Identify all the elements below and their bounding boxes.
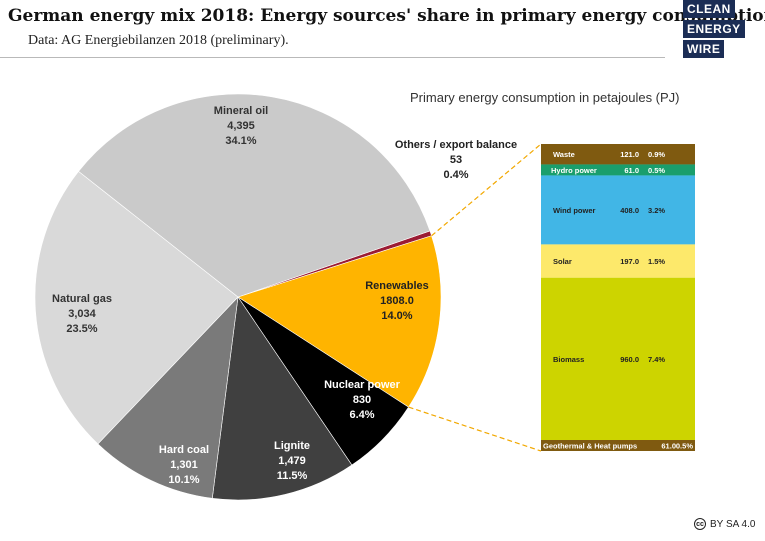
chart-title: German energy mix 2018: Energy sources' … — [8, 6, 765, 26]
chart-caption: Primary energy consumption in petajoules… — [410, 90, 680, 105]
bar-segment-biomass — [541, 277, 695, 440]
bar-segment-hydro-power — [541, 164, 695, 176]
bar-label-geothermal-heat-pumps-value: 61.0 — [661, 442, 676, 451]
logo-line-energy: ENERGY — [683, 20, 745, 38]
bar-label-wind-power-name: Wind power — [553, 206, 596, 215]
pie-label-natural-gas-percent: 23.5% — [66, 323, 97, 335]
bar-label-geothermal-heat-pumps-name: Geothermal & Heat pumps — [543, 442, 637, 451]
bar-label-geothermal-heat-pumps-percent: 0.5% — [676, 442, 693, 451]
bar-label-waste-percent: 0.9% — [648, 150, 665, 159]
pie-label-lignite-value: 1,479 — [278, 455, 306, 467]
bar-label-wind-power-value: 408.0 — [620, 206, 639, 215]
bar-label-solar-value: 197.0 — [620, 257, 639, 266]
bar-label-hydro-power-percent: 0.5% — [648, 166, 665, 175]
data-source: Data: AG Energiebilanzen 2018 (prelimina… — [28, 33, 289, 48]
pie-label-mineral-oil-percent: 34.1% — [225, 135, 256, 147]
bar-label-biomass-percent: 7.4% — [648, 355, 665, 364]
pie-label-renewables-name: Renewables — [365, 280, 429, 292]
bar-label-waste-name: Waste — [553, 150, 575, 159]
pie-label-mineral-oil-value: 4,395 — [227, 120, 255, 132]
pie-label-lignite-name: Lignite — [274, 440, 310, 452]
pie-label-others-export-balance-value: 53 — [450, 154, 462, 166]
pie-slice-lignite — [211, 296, 353, 501]
pie-label-renewables-percent: 14.0% — [381, 310, 412, 322]
pie-label-hard-coal-value: 1,301 — [170, 459, 198, 471]
bar-segment-solar — [541, 244, 695, 278]
bar-label-biomass-name: Biomass — [553, 355, 584, 364]
pie-slice-renewables — [237, 235, 442, 408]
connector-line-top — [431, 143, 542, 237]
bar-label-wind-power-percent: 3.2% — [648, 206, 665, 215]
bar-label-hydro-power-name: Hydro power — [551, 166, 597, 175]
header-divider — [0, 57, 665, 58]
license: cc BY SA 4.0 — [694, 518, 755, 530]
bar-segment-waste — [541, 144, 695, 165]
connector-line-bottom — [408, 406, 542, 452]
bar-label-solar-name: Solar — [553, 257, 572, 266]
pie-label-others-export-balance-name: Others / export balance — [395, 139, 517, 151]
clean-energy-wire-logo[interactable]: CLEAN ENERGY WIRE — [683, 0, 745, 60]
pie-label-natural-gas-name: Natural gas — [52, 293, 112, 305]
pie-slice-hard-coal — [97, 296, 239, 499]
pie-label-mineral-oil-name: Mineral oil — [214, 105, 268, 117]
pie-label-nuclear-power-name: Nuclear power — [324, 379, 401, 391]
pie-label-others-export-balance-percent: 0.4% — [443, 169, 468, 181]
pie-label-hard-coal-name: Hard coal — [159, 444, 209, 456]
pie-label-hard-coal-percent: 10.1% — [168, 474, 199, 486]
bar-label-biomass-value: 960.0 — [620, 355, 639, 364]
pie-label-lignite-percent: 11.5% — [277, 470, 308, 482]
pie-label-natural-gas-value: 3,034 — [68, 308, 96, 320]
pie-label-nuclear-power-value: 830 — [353, 394, 371, 406]
bar-label-solar-percent: 1.5% — [648, 257, 665, 266]
logo-line-wire: WIRE — [683, 40, 725, 58]
bar-label-hydro-power-value: 61.0 — [624, 166, 639, 175]
pie-label-nuclear-power-percent: 6.4% — [349, 409, 374, 421]
pie-slice-natural-gas — [34, 170, 239, 445]
logo-line-clean: CLEAN — [683, 0, 735, 18]
bar-segment-geothermal-heat-pumps — [541, 440, 695, 451]
license-text: BY SA 4.0 — [710, 518, 756, 530]
bar-segment-wind-power — [541, 175, 695, 245]
creative-commons-icon: cc — [694, 518, 706, 530]
bar-label-waste-value: 121.0 — [620, 150, 639, 159]
pie-label-renewables-value: 1808.0 — [380, 295, 414, 307]
pie-slice-mineral-oil — [78, 93, 431, 298]
